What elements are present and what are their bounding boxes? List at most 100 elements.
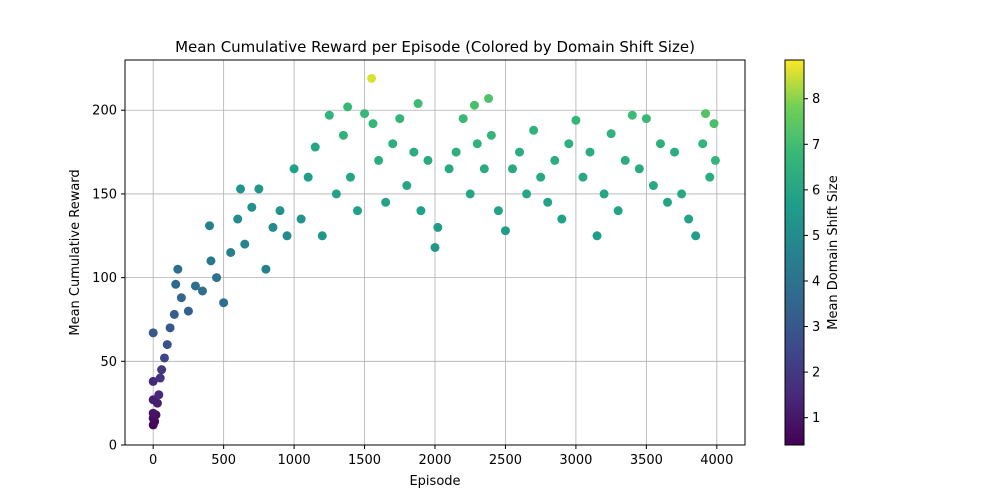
data-point (705, 172, 715, 182)
data-point (564, 139, 574, 149)
x-axis-ticks: 0 500 1000 1500 2000 2500 3000 3500 4000 (149, 445, 733, 468)
colorbar-tick-label: 2 (812, 366, 820, 381)
data-point (648, 181, 658, 191)
data-point (458, 114, 468, 124)
data-point (402, 181, 412, 191)
data-point (484, 94, 494, 103)
data-point (183, 306, 193, 316)
data-point (331, 189, 341, 199)
data-point (550, 155, 560, 165)
y-tick-label: 100 (92, 271, 117, 286)
data-point (634, 164, 644, 174)
data-point (206, 256, 216, 266)
data-point (529, 125, 539, 135)
y-tick-label: 150 (92, 187, 117, 202)
data-point (571, 115, 581, 125)
data-point (606, 129, 616, 139)
data-point (395, 114, 405, 124)
data-point (282, 231, 292, 241)
data-point (254, 184, 264, 194)
data-point (360, 109, 370, 119)
x-tick-label: 3000 (559, 453, 592, 468)
data-point (303, 172, 313, 182)
data-point (338, 130, 348, 140)
data-point (592, 231, 602, 241)
data-point (353, 206, 362, 216)
data-point (433, 222, 443, 232)
data-point (536, 172, 546, 182)
data-point (296, 214, 306, 224)
data-point (289, 164, 299, 174)
data-point (233, 214, 243, 224)
data-point (585, 147, 595, 157)
data-point (367, 73, 377, 83)
data-point (343, 102, 353, 112)
data-point (317, 231, 327, 241)
x-tick-label: 2500 (489, 453, 522, 468)
data-point (578, 172, 588, 182)
data-point (236, 184, 246, 194)
x-tick-label: 0 (149, 453, 157, 468)
data-point (165, 323, 175, 333)
data-point (388, 139, 398, 149)
data-point (423, 155, 433, 165)
data-point (148, 328, 158, 338)
x-tick-label: 4000 (700, 453, 733, 468)
data-point (416, 206, 426, 216)
colorbar-ticks: 1 2 3 4 5 6 7 8 (804, 92, 820, 426)
data-point (176, 293, 186, 303)
x-axis-label: Episode (409, 474, 460, 489)
y-tick-label: 200 (92, 104, 117, 119)
data-point (345, 172, 355, 182)
data-point (663, 197, 672, 207)
data-point (557, 214, 567, 224)
data-point (430, 242, 440, 252)
x-tick-label: 3500 (630, 453, 663, 468)
data-point (152, 398, 162, 408)
data-point (169, 309, 179, 319)
data-point (709, 119, 719, 129)
data-point (173, 264, 183, 274)
data-point (310, 142, 320, 152)
data-point (613, 206, 623, 216)
data-point (701, 109, 711, 119)
data-point (641, 114, 651, 124)
colorbar-tick-label: 8 (812, 92, 820, 107)
colorbar: 1 2 3 4 5 6 7 8 Mean Domain Shift Size (784, 59, 841, 446)
data-point (162, 340, 172, 350)
colorbar-tick-label: 5 (812, 229, 820, 244)
x-tick-label: 2000 (418, 453, 451, 468)
data-point (479, 164, 489, 174)
data-point (247, 202, 257, 212)
data-point (212, 273, 222, 283)
x-tick-label: 1000 (278, 453, 311, 468)
data-point (226, 248, 236, 257)
data-point (219, 298, 229, 308)
data-point (451, 147, 461, 157)
data-point (472, 139, 482, 149)
data-point (515, 147, 525, 157)
data-point (543, 197, 553, 207)
data-point (268, 222, 278, 232)
y-tick-label: 0 (109, 439, 117, 454)
data-point (154, 390, 164, 400)
data-point (486, 130, 496, 140)
y-axis-ticks: 0 50 100 150 200 (92, 104, 125, 454)
data-point (381, 197, 391, 207)
data-point (205, 221, 215, 231)
data-point (465, 189, 475, 199)
x-tick-label: 500 (211, 453, 236, 468)
y-axis-label: Mean Cumulative Reward (68, 169, 83, 335)
data-point (159, 353, 169, 363)
colorbar-tick-label: 6 (812, 183, 820, 198)
data-point (620, 155, 630, 165)
data-point (198, 286, 207, 296)
data-point (444, 164, 454, 174)
data-point (148, 376, 158, 386)
data-point (599, 189, 609, 199)
data-point (469, 100, 479, 110)
data-point (240, 239, 250, 249)
data-point (409, 147, 419, 157)
data-point (368, 119, 378, 129)
